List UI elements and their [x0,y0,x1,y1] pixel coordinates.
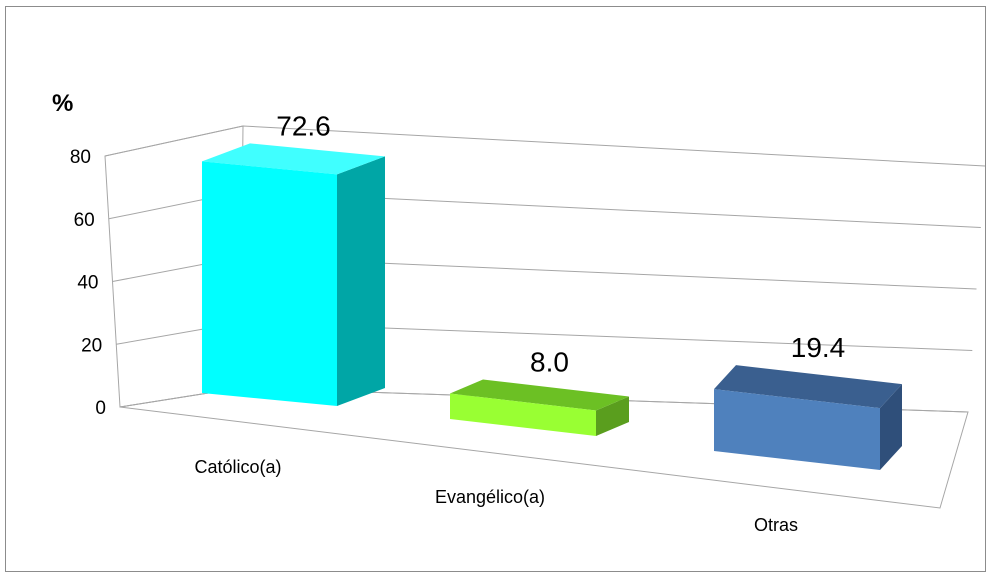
y-tick-label: 40 [77,273,98,294]
y-tick-label: 60 [74,210,95,231]
bar-side [880,384,902,470]
y-tick-label: 0 [95,398,106,419]
category-label: Evangélico(a) [435,487,545,507]
data-label: 8.0 [530,346,569,377]
category-labels: Católico(a) Evangélico(a) Otras [194,457,798,535]
y-tick-labels: 0 20 40 60 80 [70,147,106,419]
bar-3 [714,365,902,470]
bar-top [714,365,902,409]
category-label: Católico(a) [194,457,281,477]
bars [202,143,902,470]
y-tick-label: 80 [70,147,91,168]
chart-frame [5,6,986,572]
bar-top [450,379,629,411]
bar-2 [450,379,629,436]
y-axis-label: % [52,90,73,117]
bar-side [596,396,629,436]
bar-front [202,161,337,406]
y-tick-label: 20 [81,335,102,356]
category-label: Otras [754,515,798,535]
data-label: 19.4 [791,332,846,363]
bar-1 [202,143,385,406]
bar-front [714,389,880,470]
bar-side [337,156,385,406]
bar-front [450,393,596,436]
data-labels: 72.6 8.0 19.4 [276,110,845,377]
gridline [104,125,986,167]
bar-top [202,143,385,175]
data-label: 72.6 [276,110,331,141]
